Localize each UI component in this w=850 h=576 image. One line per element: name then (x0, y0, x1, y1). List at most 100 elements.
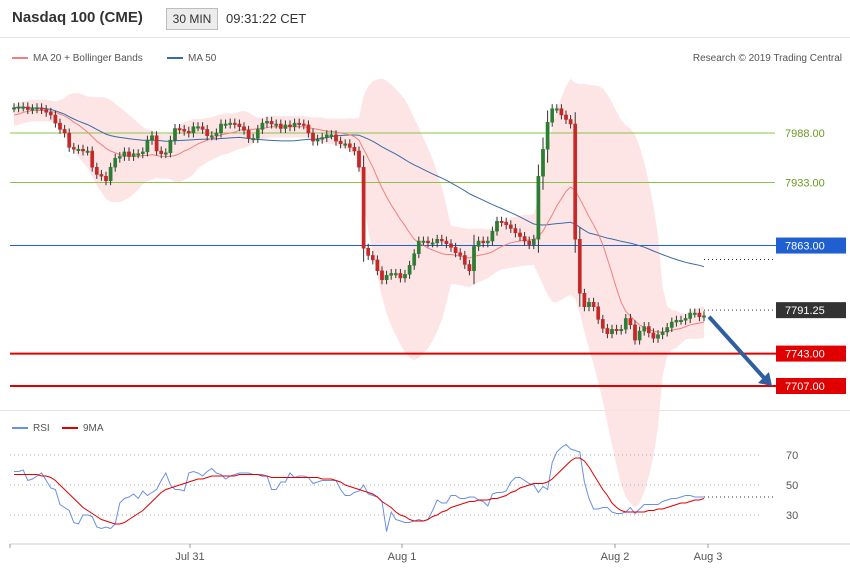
candle-body (600, 319, 605, 329)
candle-body (495, 220, 499, 232)
candle-body (389, 273, 394, 276)
current-price-tag (776, 302, 846, 319)
timestamp: 09:31:22 CET (226, 11, 307, 26)
candle-body (697, 312, 702, 317)
bollinger-band (14, 78, 704, 508)
candle-body (168, 139, 173, 154)
candle-body (380, 270, 384, 281)
rsi-legend: RSI 9MA (12, 423, 104, 434)
candle-body (154, 135, 159, 152)
candle-body (669, 321, 674, 328)
pivot-label: 7863.00 (785, 241, 825, 253)
candle-body (499, 220, 504, 223)
candle-body (656, 334, 660, 339)
candle-body (347, 143, 352, 148)
candle-body (94, 166, 99, 175)
current-price-label: 7791.25 (785, 305, 825, 317)
candle-body (610, 329, 614, 335)
candle-body (159, 150, 164, 154)
candle-body (35, 107, 39, 110)
candle-body (421, 240, 426, 243)
candle-body (633, 324, 637, 341)
timeframe-selector[interactable]: 30 MIN (166, 8, 218, 30)
candle-body (191, 126, 196, 134)
candle-body (214, 132, 219, 136)
candle-body (315, 139, 320, 142)
candle-body (81, 148, 85, 152)
candle-body (186, 130, 191, 134)
candle-body (343, 143, 348, 146)
candle-body (16, 106, 21, 109)
candle-body (242, 126, 246, 131)
candle-body (674, 320, 679, 323)
candle-body (692, 312, 697, 315)
candle-body (513, 228, 518, 234)
header-divider (0, 37, 850, 38)
candle-body (53, 114, 58, 124)
candle-body (481, 240, 486, 244)
candle-body (398, 273, 403, 279)
candle-body (209, 135, 214, 138)
candle-body (122, 151, 127, 157)
candle-body (352, 147, 357, 152)
candle-body (490, 230, 495, 242)
candle-body (366, 247, 371, 256)
candle-body (531, 238, 536, 245)
candle-body (679, 320, 683, 323)
rsi-legend-label: RSI (33, 423, 50, 434)
candle-body (485, 240, 490, 244)
candle-body (416, 240, 421, 254)
support-tag (776, 345, 846, 362)
candle-body (237, 123, 242, 127)
candle-body (453, 247, 458, 253)
candle-body (587, 302, 591, 308)
support-tag (776, 378, 846, 394)
candle-body (430, 242, 435, 245)
candle-body (140, 151, 145, 154)
candle-body (403, 274, 407, 279)
candle-body (12, 107, 16, 110)
candle-body (117, 156, 122, 159)
candle-body (255, 129, 260, 139)
candle-body (637, 330, 642, 341)
candle-body (564, 114, 568, 120)
candle-body (467, 264, 472, 272)
candle-body (85, 150, 90, 153)
rsi-tick-label: 50 (786, 480, 798, 492)
candle-body (223, 123, 228, 126)
candle-body (518, 232, 522, 237)
candle-body (550, 108, 555, 123)
candle-body (131, 153, 136, 157)
candle-body (62, 129, 67, 134)
candle-body (582, 293, 587, 308)
candle-body (269, 121, 274, 125)
candle-body (274, 123, 279, 126)
candle-body (76, 148, 81, 151)
candle-body (412, 253, 417, 266)
candle-body (329, 134, 334, 137)
candle-body (605, 328, 610, 335)
candle-body (522, 236, 527, 242)
candle-body (619, 329, 624, 332)
candle-body (196, 126, 200, 129)
candle-body (99, 174, 104, 177)
ma50-line (13, 106, 705, 268)
rsi-ma-legend-label: 9MA (83, 423, 104, 434)
candle-body (246, 130, 251, 139)
candle-body (591, 302, 596, 308)
candle-body (426, 240, 430, 244)
rsi-line (14, 443, 704, 532)
candle-body (288, 124, 292, 127)
rsi-tick-label: 70 (786, 450, 798, 462)
candle-body (702, 315, 706, 318)
candle-body (361, 166, 366, 249)
candle-body (651, 332, 656, 339)
candle-body (407, 265, 412, 275)
candle-body (568, 119, 573, 125)
candle-body (283, 124, 288, 129)
rsi-tick-label: 30 (786, 510, 798, 522)
instrument-title: Nasdaq 100 (CME) (12, 9, 143, 26)
candle-body (683, 318, 688, 321)
candle-body (472, 246, 476, 272)
